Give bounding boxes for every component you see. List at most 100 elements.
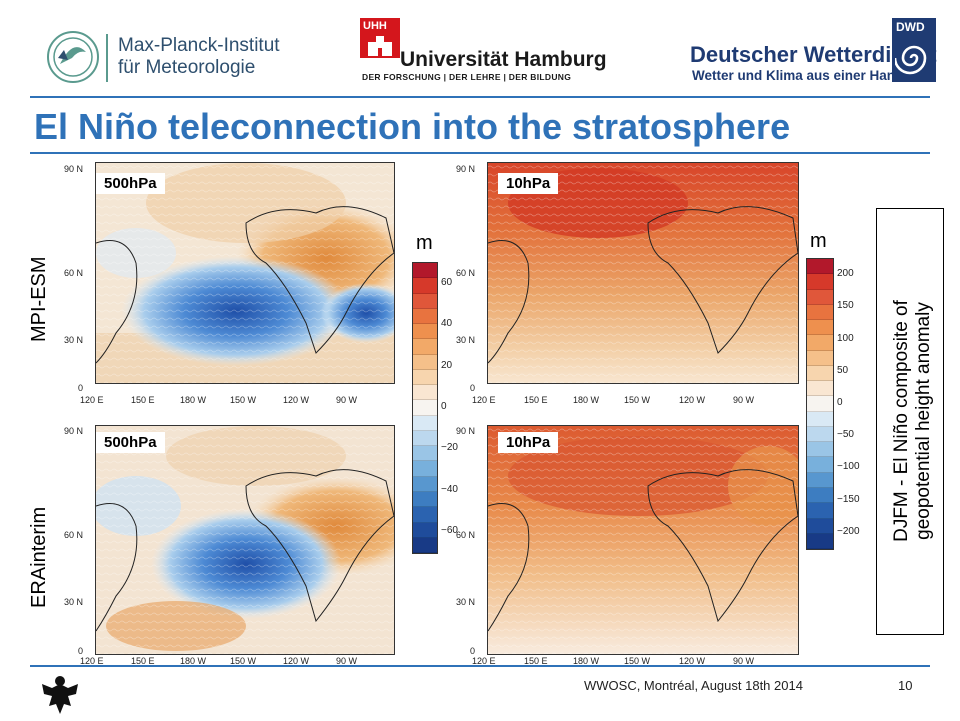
colorbar-swatch — [413, 385, 437, 401]
lon-tick: 180 W — [180, 656, 207, 666]
mpi-name-line1: Max-Planck-Institut — [118, 35, 280, 56]
lat-tick: 60 N — [456, 268, 476, 278]
lon-tick: 90 W — [336, 395, 358, 405]
colorbar-swatch — [807, 335, 833, 351]
uhh-emblem-icon: UHH — [360, 18, 400, 58]
lon-tick: 120 E — [80, 395, 104, 405]
colorbar-swatch — [413, 324, 437, 340]
lon-tick: 90 W — [733, 395, 755, 405]
colorbar-unit-500: m — [416, 232, 433, 254]
colorbar-tick: −50 — [837, 429, 854, 441]
lon-tick: 120 E — [472, 395, 496, 405]
footer-conference: WWOSC, Montréal, August 18th 2014 — [584, 678, 803, 693]
lon-tick: 150 W — [624, 656, 651, 666]
page-number: 10 — [898, 678, 913, 693]
lat-tick: 0 — [470, 383, 476, 393]
colorbar-swatch — [807, 304, 833, 321]
lon-tick: 90 W — [733, 656, 755, 666]
colorbar-swatch — [413, 415, 437, 431]
colorbar-swatch — [413, 369, 437, 386]
dwd-emblem-icon: DWD — [892, 18, 936, 82]
colorbar-swatch — [807, 320, 833, 336]
anomaly-map-mpi-10 — [488, 163, 798, 383]
colorbar-tick: −60 — [441, 525, 458, 537]
map-panel-mpi-500: 500hPa — [95, 162, 395, 384]
description-line2: geopotential height anomaly — [913, 302, 934, 540]
colorbar-swatch — [807, 259, 833, 275]
colorbar-swatch — [413, 476, 437, 492]
colorbar-swatch — [413, 278, 437, 294]
colorbar-tick: −40 — [441, 483, 458, 495]
colorbar-tick: 50 — [837, 364, 849, 376]
colorbar-swatch — [413, 339, 437, 355]
colorbar-swatch — [807, 487, 833, 504]
map-panel-era-500: 500hPa — [95, 425, 395, 655]
uhh-mark: UHH — [363, 20, 387, 32]
lon-tick: 120 W — [283, 395, 310, 405]
dwd-logo: Deutscher Wetterdienst Wetter und Klima … — [690, 18, 940, 84]
lat-tick: 90 N — [456, 164, 476, 174]
colorbar-tick: 200 — [837, 268, 854, 280]
colorbar-swatch — [807, 457, 833, 473]
colorbar-tick: −100 — [837, 461, 860, 473]
uhh-name: Universität Hamburg — [400, 48, 607, 71]
colorbar-tick: 40 — [441, 318, 453, 330]
colorbar-swatch — [807, 274, 833, 290]
map-panel-mpi-10: 10hPa — [487, 162, 799, 384]
lat-tick: 60 N — [64, 530, 84, 540]
colorbar-swatch — [807, 426, 833, 443]
colorbar-swatch — [807, 396, 833, 412]
lon-tick: 120 W — [283, 656, 310, 666]
panel-label: 10hPa — [498, 173, 559, 194]
colorbar-swatch — [413, 491, 437, 508]
lon-tick: 180 W — [573, 656, 600, 666]
anomaly-map-era-10 — [488, 426, 798, 654]
colorbar-tick: 60 — [441, 276, 453, 288]
colorbar-swatch — [807, 472, 833, 488]
lat-tick: 90 N — [456, 426, 476, 436]
colorbar-tick: 0 — [837, 397, 843, 408]
colorbar-tick: 20 — [441, 359, 453, 371]
colorbar-swatch — [807, 411, 833, 427]
colorbar-tick: −200 — [837, 525, 860, 537]
colorbar-tick: 0 — [441, 401, 447, 412]
colorbar-swatch — [807, 350, 833, 366]
row-label-mpi-esm: MPI-ESM — [28, 256, 50, 342]
lat-tick: 0 — [78, 383, 84, 393]
colorbar-swatch — [413, 400, 437, 416]
dwd-mark: DWD — [896, 20, 925, 34]
lon-tick: 180 W — [180, 395, 207, 405]
colorbar-10 — [806, 258, 834, 550]
colorbar-tick: −20 — [441, 442, 458, 454]
uhh-logo: UHH Universität Hamburg DER FORSCHUNG | … — [360, 18, 607, 82]
colorbar-swatch — [413, 263, 437, 279]
colorbar-swatch — [807, 442, 833, 458]
lat-tick: 30 N — [456, 597, 476, 607]
colorbar-swatch — [413, 354, 437, 370]
title-rule — [30, 152, 930, 154]
colorbar-swatch — [413, 446, 437, 462]
anomaly-map-era-500 — [96, 426, 394, 654]
lon-tick: 150 E — [524, 395, 548, 405]
colorbar-swatch — [413, 507, 437, 523]
lat-tick: 60 N — [456, 530, 476, 540]
uhh-motto: DER FORSCHUNG | DER LEHRE | DER BILDUNG — [362, 72, 572, 82]
panel-label: 500hPa — [96, 432, 165, 453]
lon-tick: 90 W — [336, 656, 358, 666]
lon-tick: 120 E — [80, 656, 104, 666]
lat-tick: 90 N — [64, 426, 84, 436]
map-panel-era-10: 10hPa — [487, 425, 799, 655]
lon-tick: 150 E — [131, 656, 155, 666]
lon-tick: 150 W — [230, 395, 257, 405]
lat-tick: 30 N — [456, 335, 476, 345]
mpi-name-line2: für Meteorologie — [118, 57, 256, 78]
colorbar-swatch — [413, 537, 437, 554]
colorbar-swatch — [413, 293, 437, 309]
description-line1: DJFM - El Niño composite of — [891, 300, 912, 542]
lon-tick: 180 W — [573, 395, 600, 405]
colorbar-tick: 150 — [837, 300, 854, 312]
lon-tick: 120 E — [472, 656, 496, 666]
colorbar-swatch — [807, 365, 833, 382]
panel-label: 10hPa — [498, 432, 559, 453]
colorbar-swatch — [413, 308, 437, 325]
